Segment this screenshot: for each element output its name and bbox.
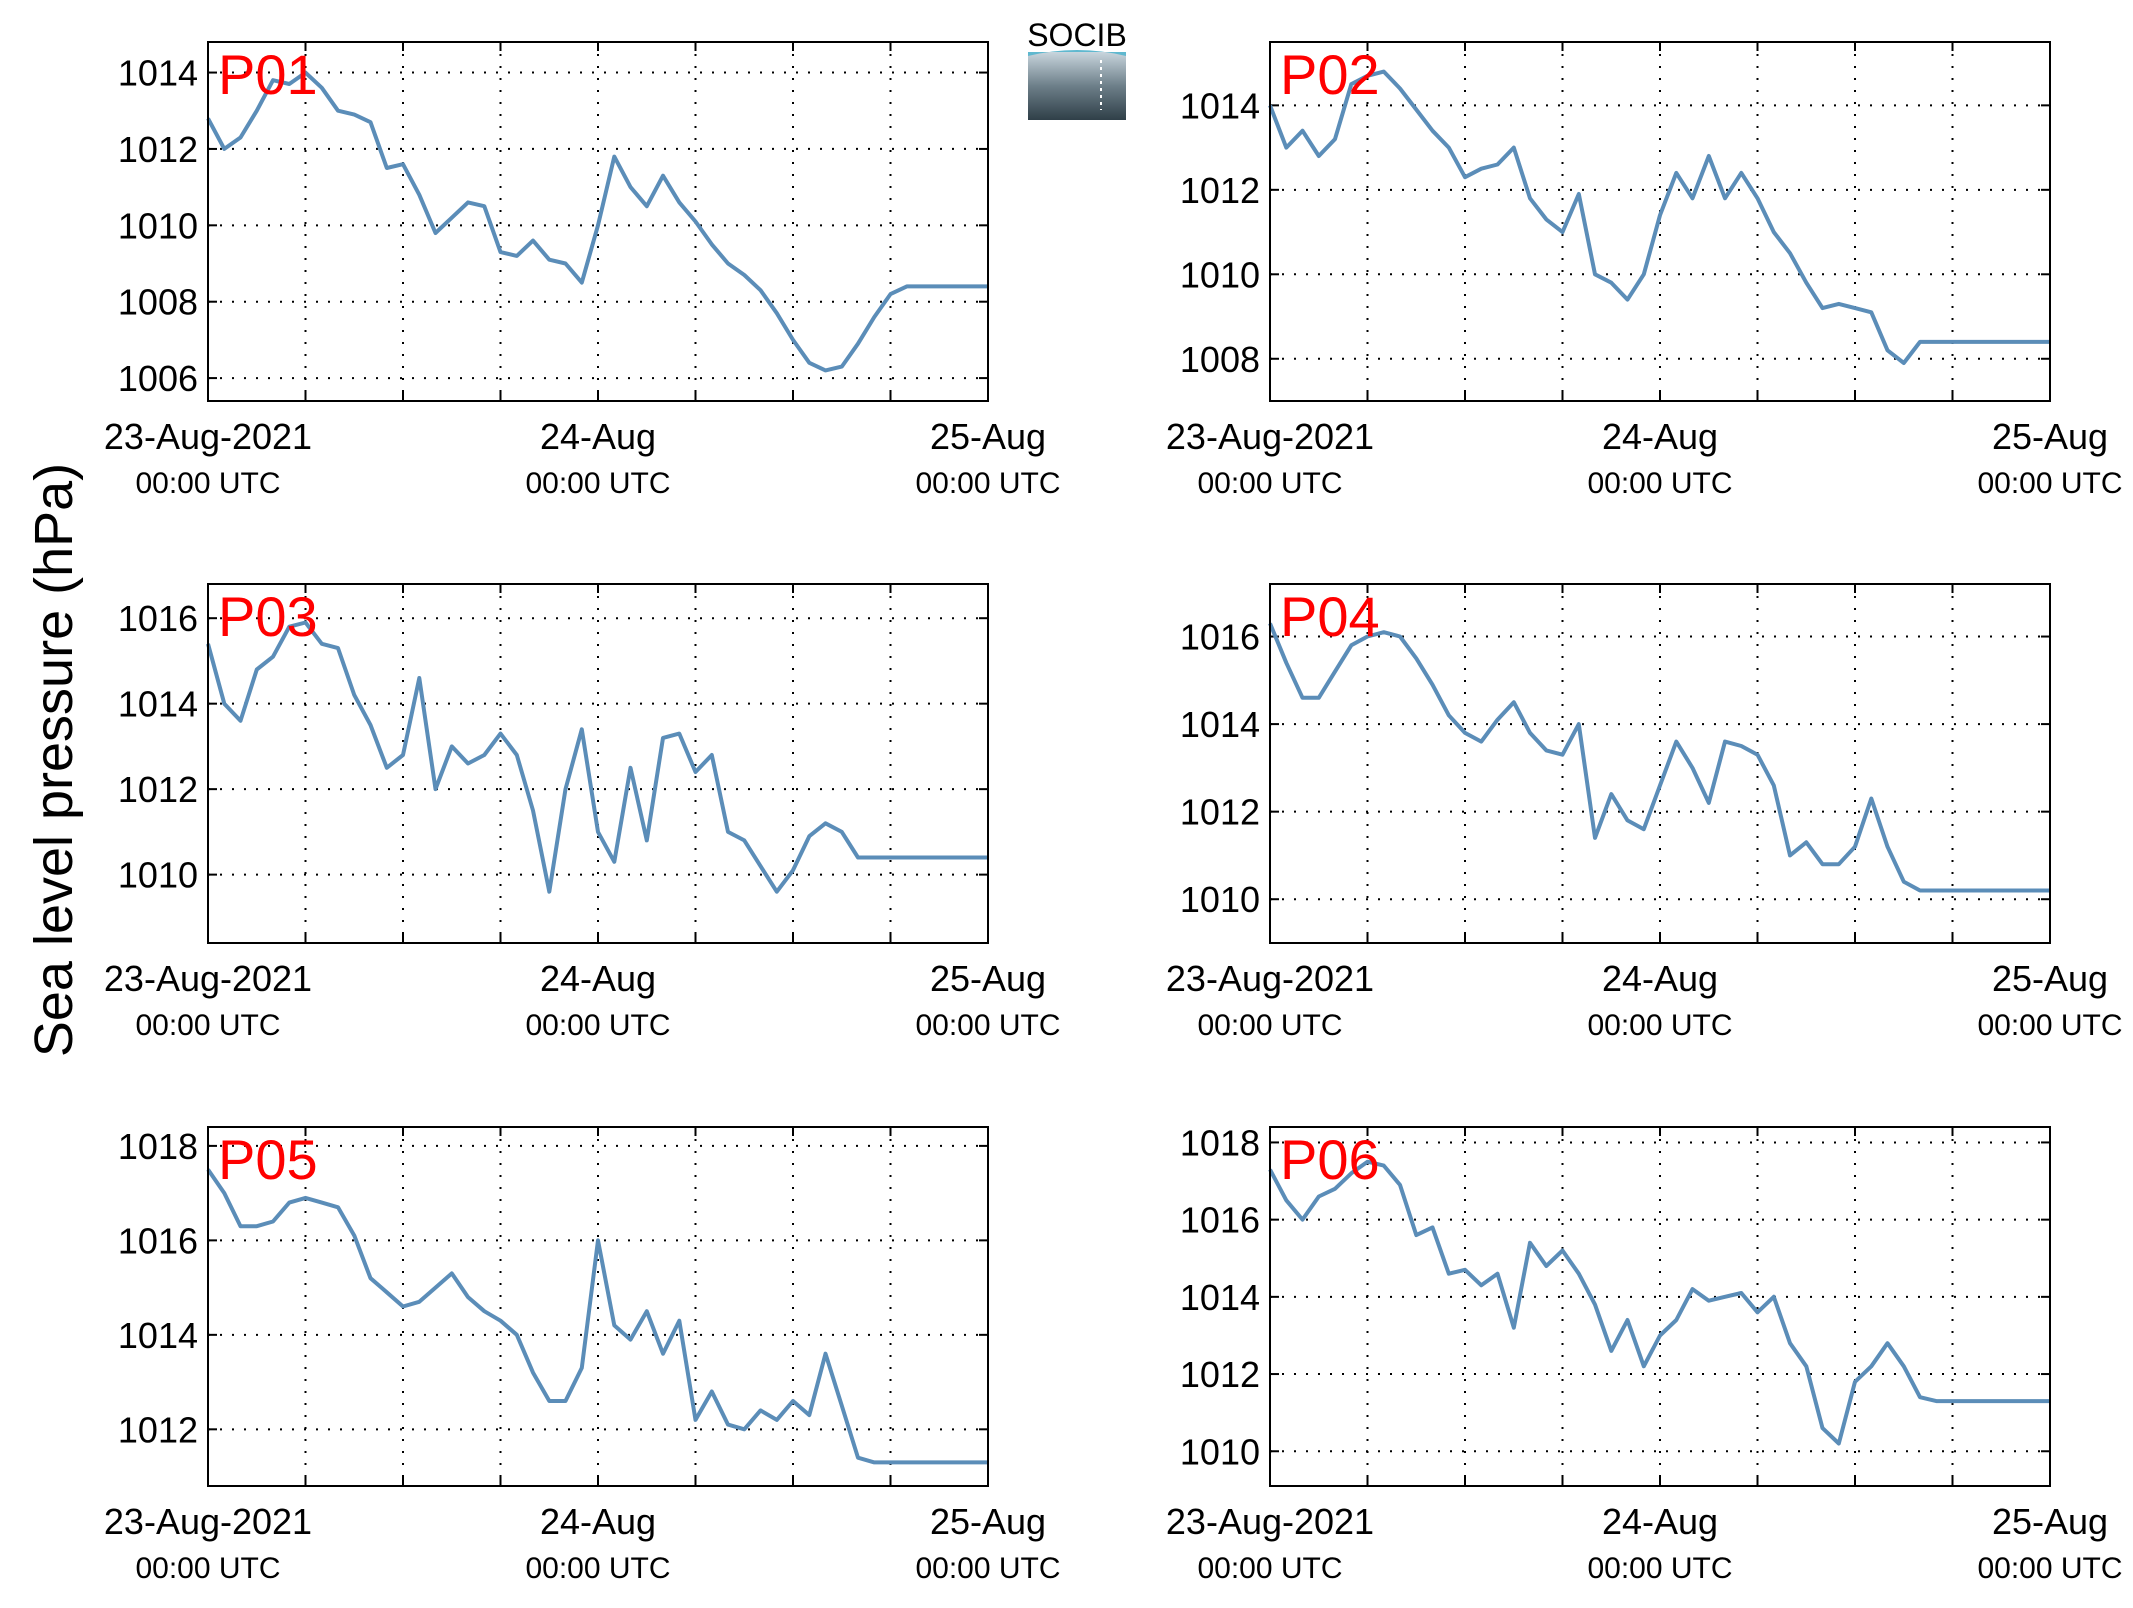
series-line	[206, 1168, 988, 1465]
x-tick-label: 25-Aug	[930, 958, 1046, 999]
y-tick-label: 1010	[1180, 1431, 1260, 1472]
x-tick-label: 25-Aug	[930, 416, 1046, 457]
x-tick-sublabel: 00:00 UTC	[915, 1009, 1060, 1042]
axes-frame	[1269, 1126, 2051, 1487]
y-tick-label: 1012	[118, 769, 198, 810]
x-tick-sublabel: 00:00 UTC	[525, 467, 670, 500]
axes-frame	[1269, 583, 2051, 944]
series-line	[1268, 69, 2050, 365]
axes-frame	[1269, 41, 2051, 402]
x-tick-sublabel: 00:00 UTC	[915, 1552, 1060, 1585]
x-tick-label: 24-Aug	[1602, 958, 1718, 999]
panel-p03: 1010 1012 1014 1016 23-Aug-2021 00:00 UTC 24-A…	[104, 583, 1061, 1042]
x-tick-label: 24-Aug	[1602, 1501, 1718, 1542]
x-tick-label: 24-Aug	[540, 416, 656, 457]
x-tick-sublabel: 00:00 UTC	[1587, 467, 1732, 500]
y-tick-label: 1008	[118, 282, 198, 323]
y-tick-label: 1014	[1180, 1277, 1260, 1318]
panel-p04: 1010 1012 1014 1016 23-Aug-2021 00:00 UTC 24-A…	[1166, 583, 2123, 1042]
y-tick-label: 1012	[118, 1409, 198, 1450]
y-tick-label: 1006	[118, 358, 198, 399]
y-tick-label: 1016	[1180, 617, 1260, 658]
x-tick-sublabel: 00:00 UTC	[1977, 1552, 2122, 1585]
x-tick-label: 24-Aug	[1602, 416, 1718, 457]
y-tick-label: 1010	[1180, 879, 1260, 920]
y-tick-label: 1018	[1180, 1122, 1260, 1163]
logo-text: SOCIB	[1027, 17, 1127, 53]
x-tick-label: 23-Aug-2021	[1166, 1501, 1374, 1542]
series-line	[1268, 1159, 2050, 1446]
panel-label: P04	[1280, 585, 1380, 648]
y-tick-label: 1012	[1180, 170, 1260, 211]
y-tick-label: 1010	[118, 205, 198, 246]
x-tick-sublabel: 00:00 UTC	[525, 1552, 670, 1585]
x-tick-sublabel: 00:00 UTC	[1587, 1009, 1732, 1042]
socib-logo: SOCIB	[1027, 17, 1127, 120]
x-tick-sublabel: 00:00 UTC	[1197, 1552, 1342, 1585]
series-line	[206, 70, 988, 373]
x-tick-sublabel: 00:00 UTC	[1197, 467, 1342, 500]
y-tick-label: 1014	[1180, 704, 1260, 745]
x-tick-label: 25-Aug	[930, 1501, 1046, 1542]
series-line	[1268, 622, 2050, 893]
x-tick-sublabel: 00:00 UTC	[135, 1009, 280, 1042]
y-tick-label: 1012	[118, 129, 198, 170]
x-tick-sublabel: 00:00 UTC	[1587, 1552, 1732, 1585]
panel-label: P01	[218, 43, 318, 106]
x-tick-label: 24-Aug	[540, 1501, 656, 1542]
y-tick-label: 1010	[118, 855, 198, 896]
y-tick-label: 1014	[118, 53, 198, 94]
panel-label: P06	[1280, 1128, 1380, 1191]
series-line	[206, 620, 988, 894]
y-tick-label: 1012	[1180, 1354, 1260, 1395]
y-tick-label: 1016	[118, 1220, 198, 1261]
y-tick-label: 1010	[1180, 254, 1260, 295]
x-tick-sublabel: 00:00 UTC	[1197, 1009, 1342, 1042]
axes-frame	[207, 41, 989, 402]
panel-p06: 1010 1012 1014 1016 1018 23-Aug-2021 00:00 UTC…	[1166, 1122, 2123, 1585]
x-tick-sublabel: 00:00 UTC	[135, 467, 280, 500]
axes-frame	[207, 1126, 989, 1487]
y-tick-label: 1008	[1180, 339, 1260, 380]
panel-p01: 1006 1008 1010 1012 1014 23-Aug-2021 00:00 UTC…	[104, 41, 1061, 500]
axes-frame	[207, 583, 989, 944]
y-tick-label: 1014	[118, 684, 198, 725]
y-tick-label: 1018	[118, 1126, 198, 1167]
x-tick-sublabel: 00:00 UTC	[135, 1552, 280, 1585]
panel-label: P02	[1280, 43, 1380, 106]
x-tick-label: 23-Aug-2021	[104, 416, 312, 457]
x-tick-sublabel: 00:00 UTC	[1977, 1009, 2122, 1042]
x-tick-label: 23-Aug-2021	[104, 958, 312, 999]
x-tick-label: 23-Aug-2021	[1166, 416, 1374, 457]
x-tick-label: 24-Aug	[540, 958, 656, 999]
x-tick-label: 25-Aug	[1992, 416, 2108, 457]
panel-p05: 1012 1014 1016 1018 23-Aug-2021 00:00 UTC 24-A…	[104, 1126, 1061, 1585]
y-axis-label: Sea level pressure (hPa)	[24, 463, 84, 1057]
x-tick-label: 23-Aug-2021	[1166, 958, 1374, 999]
y-tick-label: 1014	[118, 1315, 198, 1356]
x-tick-sublabel: 00:00 UTC	[1977, 467, 2122, 500]
x-tick-label: 25-Aug	[1992, 1501, 2108, 1542]
y-tick-label: 1016	[118, 598, 198, 639]
y-tick-label: 1012	[1180, 792, 1260, 833]
y-tick-label: 1016	[1180, 1200, 1260, 1241]
panel-p02: 1008 1010 1012 1014 23-Aug-2021 00:00 UTC 24-A…	[1166, 41, 2123, 500]
panel-label: P05	[218, 1128, 318, 1191]
y-tick-label: 1014	[1180, 85, 1260, 126]
x-tick-label: 23-Aug-2021	[104, 1501, 312, 1542]
panel-label: P03	[218, 585, 318, 648]
x-tick-sublabel: 00:00 UTC	[915, 467, 1060, 500]
x-tick-label: 25-Aug	[1992, 958, 2108, 999]
x-tick-sublabel: 00:00 UTC	[525, 1009, 670, 1042]
